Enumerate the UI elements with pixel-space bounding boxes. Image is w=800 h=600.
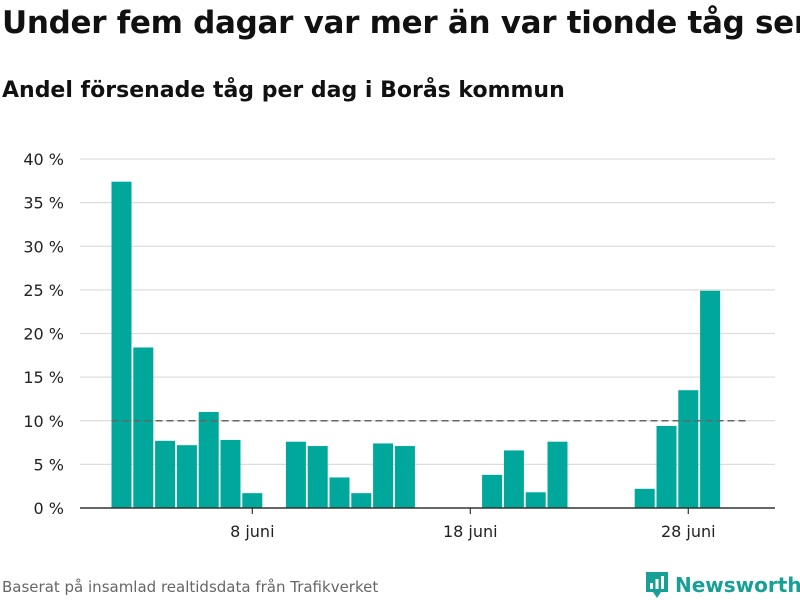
bar: [220, 439, 241, 508]
y-tick-label: 25 %: [23, 281, 64, 300]
bar: [700, 290, 721, 508]
y-tick-label: 5 %: [34, 455, 64, 474]
bar: [503, 450, 524, 508]
bar: [111, 181, 132, 508]
newsworthy-logo: Newsworthy: [645, 570, 800, 600]
bar: [155, 440, 176, 508]
bar: [373, 443, 394, 508]
bar: [351, 493, 372, 508]
x-tick-label: 8 juni: [230, 522, 274, 541]
bar: [133, 347, 154, 508]
y-tick-label: 15 %: [23, 368, 64, 387]
bar: [525, 492, 546, 508]
chart-title: Under fem dagar var mer än var tionde tå…: [2, 5, 800, 41]
y-tick-label: 10 %: [23, 412, 64, 431]
y-tick-label: 0 %: [34, 499, 64, 518]
y-tick-label: 35 %: [23, 194, 64, 213]
newsworthy-logo-icon: [646, 572, 668, 598]
bar: [307, 446, 328, 508]
bar: [656, 425, 677, 508]
source-note: Baserat på insamlad realtidsdata från Tr…: [2, 578, 379, 596]
bar: [176, 445, 197, 508]
x-tick-label: 18 juni: [443, 522, 498, 541]
bar: [198, 412, 219, 508]
x-tick-label: 28 juni: [661, 522, 716, 541]
bar-chart: 0 % 5 % 10 % 15 % 20 % 25 % 30 % 35 % 40 % 8 juni…: [23, 150, 775, 541]
chart-subtitle: Andel försenade tåg per dag i Borås komm…: [2, 78, 565, 103]
brand-name: Newsworthy: [675, 573, 800, 597]
bar: [329, 477, 350, 508]
bar: [242, 493, 263, 508]
bar: [482, 474, 503, 508]
y-tick-label: 20 %: [23, 325, 64, 344]
bar: [547, 441, 568, 508]
bar: [678, 390, 699, 508]
bar: [634, 488, 655, 508]
y-tick-label: 40 %: [23, 150, 64, 169]
bar: [394, 446, 415, 508]
bar: [285, 441, 306, 508]
y-tick-label: 30 %: [23, 237, 64, 256]
